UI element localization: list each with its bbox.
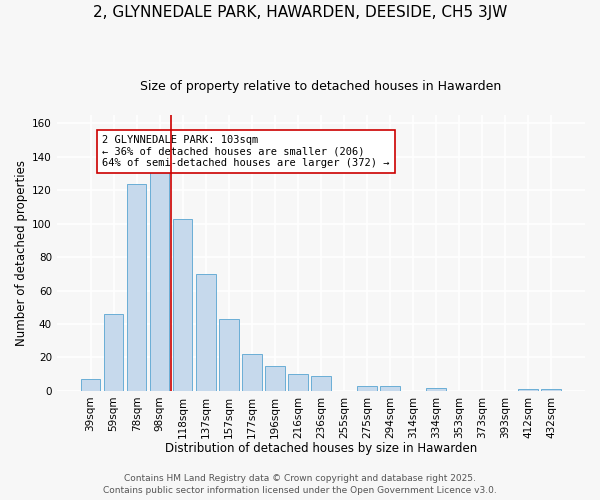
Bar: [127, 184, 146, 391]
Bar: [173, 218, 193, 391]
Bar: [311, 376, 331, 391]
Bar: [541, 389, 561, 391]
Bar: [196, 274, 215, 391]
Bar: [242, 354, 262, 391]
Title: Size of property relative to detached houses in Hawarden: Size of property relative to detached ho…: [140, 80, 502, 93]
Bar: [104, 314, 124, 391]
Bar: [265, 366, 284, 391]
Bar: [518, 389, 538, 391]
Bar: [426, 388, 446, 391]
Bar: [81, 379, 100, 391]
Bar: [357, 386, 377, 391]
Bar: [380, 386, 400, 391]
Text: 2, GLYNNEDALE PARK, HAWARDEN, DEESIDE, CH5 3JW: 2, GLYNNEDALE PARK, HAWARDEN, DEESIDE, C…: [93, 5, 507, 20]
X-axis label: Distribution of detached houses by size in Hawarden: Distribution of detached houses by size …: [165, 442, 477, 455]
Text: Contains HM Land Registry data © Crown copyright and database right 2025.
Contai: Contains HM Land Registry data © Crown c…: [103, 474, 497, 495]
Y-axis label: Number of detached properties: Number of detached properties: [15, 160, 28, 346]
Bar: [150, 172, 169, 391]
Bar: [219, 319, 239, 391]
Text: 2 GLYNNEDALE PARK: 103sqm
← 36% of detached houses are smaller (206)
64% of semi: 2 GLYNNEDALE PARK: 103sqm ← 36% of detac…: [102, 135, 389, 168]
Bar: [288, 374, 308, 391]
